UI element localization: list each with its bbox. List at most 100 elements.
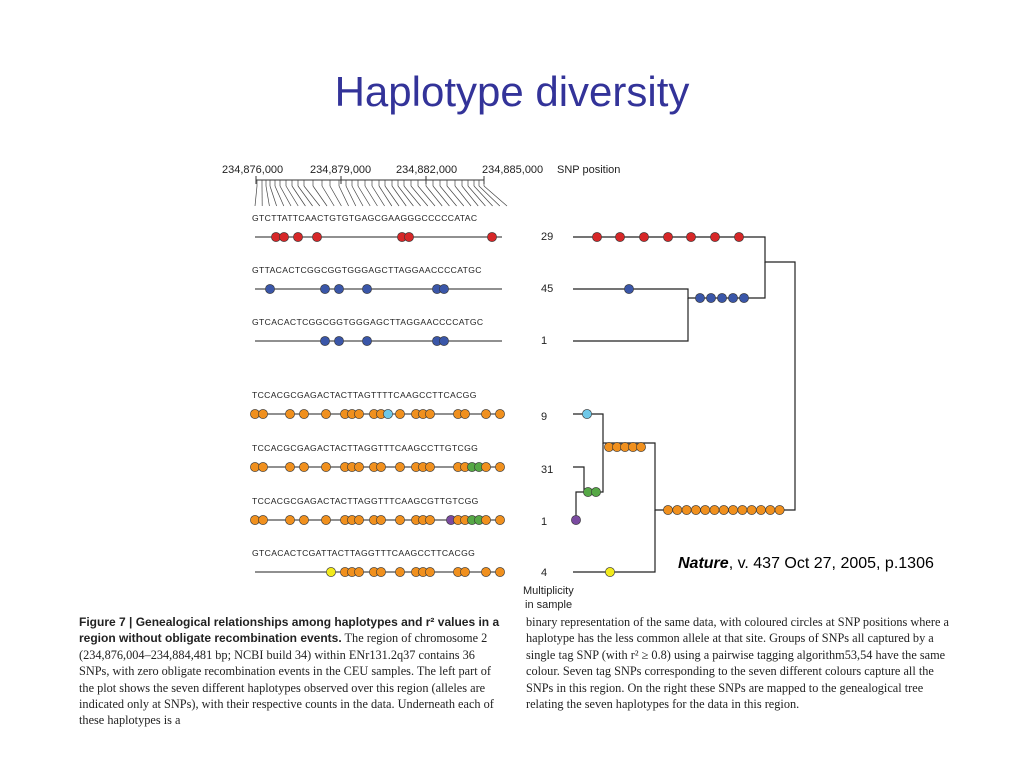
haplotype-counts: 29 45 1 9 31 1 4	[541, 231, 553, 579]
haplotype-sequence: TCCACGCGAGACTACTTAGTTTTCAAGCCTTCACGG	[252, 390, 477, 400]
snp-dot	[320, 336, 330, 346]
snp-map-line	[291, 185, 306, 207]
snp-dot	[425, 567, 435, 577]
tree-dot	[700, 505, 711, 515]
tree-dot	[591, 487, 601, 497]
tree-dot	[718, 505, 729, 515]
tree-dot	[734, 232, 744, 242]
haplotype-sequence: TCCACGCGAGACTACTTAGGTTTCAAGCCTTGTCGG	[252, 443, 478, 453]
count-7: 4	[541, 567, 547, 579]
citation: Nature, v. 437 Oct 27, 2005, p.1306	[678, 555, 934, 573]
snp-dot	[439, 284, 449, 294]
slide-title: Haplotype diversity	[334, 68, 690, 115]
tree-dot	[615, 232, 625, 242]
snp-map-line	[410, 185, 429, 207]
axis-tick-2: 234,879,000	[310, 164, 371, 176]
tree-dot	[728, 505, 738, 515]
snp-dot	[395, 515, 405, 525]
snp-dot	[321, 462, 331, 472]
snp-map-line	[378, 185, 393, 207]
tree-dot	[710, 232, 720, 242]
snp-dot	[495, 515, 505, 525]
snp-dot	[299, 515, 309, 525]
snp-map-line	[279, 185, 292, 207]
snp-dot	[279, 232, 289, 242]
snp-map-line	[351, 185, 364, 207]
snp-dot	[334, 336, 344, 346]
axis-tick-3: 234,882,000	[396, 164, 457, 176]
multiplicity-line-1: Multiplicity	[523, 585, 574, 597]
snp-dot	[395, 462, 405, 472]
snp-map-line	[254, 185, 258, 207]
snp-map-line	[321, 185, 335, 207]
tree-dot	[624, 284, 634, 294]
snp-dot	[258, 462, 268, 472]
snp-map-line	[473, 185, 493, 207]
figure-caption-right: binary representation of the same data, …	[526, 615, 949, 712]
snp-dot	[362, 336, 372, 346]
snp-dot	[425, 409, 435, 419]
snp-map-line	[357, 185, 371, 207]
count-1: 29	[541, 231, 553, 243]
snp-dot	[354, 409, 364, 419]
multiplicity-line-2: in sample	[525, 599, 572, 611]
tree-dot	[756, 505, 766, 515]
snp-map-line	[364, 185, 378, 207]
snp-dot	[383, 409, 393, 419]
snp-map-line	[338, 185, 349, 207]
snp-map-line	[461, 185, 479, 207]
haplotype-sequence: TCCACGCGAGACTACTTAGGTTTCAAGCGTTGTCGG	[252, 496, 479, 506]
snp-dot	[362, 284, 372, 294]
axis-tick-4: 234,885,000	[482, 164, 543, 176]
snp-map-line	[467, 185, 486, 207]
snp-dot	[495, 462, 505, 472]
snp-map-line	[454, 185, 472, 207]
snp-dot	[395, 567, 405, 577]
snp-dot	[481, 462, 491, 472]
snp-map-line	[425, 185, 443, 207]
multiplicity-label: Multiplicity in sample	[523, 585, 574, 611]
haplotype-figure: 234,876,000 234,879,000 234,882,000 234,…	[222, 164, 796, 611]
snp-map-line	[391, 185, 407, 207]
tree-dot	[571, 515, 581, 525]
citation-journal: Nature	[678, 555, 729, 572]
snp-dot	[481, 515, 491, 525]
snp-map-line	[417, 185, 436, 207]
snp-dot	[439, 336, 449, 346]
snp-map-line	[274, 185, 285, 207]
snp-dot	[354, 567, 364, 577]
snp-position-axis	[255, 176, 485, 184]
snp-map-line	[345, 185, 357, 207]
snp-map-line	[371, 185, 385, 207]
tree-dot	[728, 293, 738, 303]
snp-map-line	[439, 185, 457, 207]
snp-dot	[321, 515, 331, 525]
snp-dot	[285, 515, 295, 525]
tree-dot	[746, 505, 757, 515]
snp-map-line	[312, 185, 328, 207]
snp-map-line	[478, 185, 501, 207]
snp-dot	[265, 284, 275, 294]
citation-details: , v. 437 Oct 27, 2005, p.1306	[728, 555, 934, 572]
snp-map-line	[269, 185, 277, 207]
axis-title: SNP position	[557, 164, 620, 176]
snp-map-line	[432, 185, 450, 207]
snp-dot	[425, 462, 435, 472]
axis-tick-1: 234,876,000	[222, 164, 283, 176]
figure-caption-left: Figure 7 | Genealogical relationships am…	[79, 614, 504, 729]
tree-dot	[774, 505, 785, 515]
snp-map-line	[297, 185, 313, 207]
snp-dot	[481, 567, 491, 577]
axis-labels: 234,876,000 234,879,000 234,882,000 234,…	[222, 164, 620, 176]
snp-map-line	[384, 185, 400, 207]
snp-dot	[376, 462, 386, 472]
tree-dot	[765, 505, 776, 515]
snp-dot	[258, 515, 268, 525]
snp-dot	[495, 409, 505, 419]
count-2: 45	[541, 283, 553, 295]
caption-label: Figure 7 | Genealogical relationships am…	[79, 615, 500, 646]
snp-map-line	[285, 185, 299, 207]
snp-dot	[376, 515, 386, 525]
tree-dot	[686, 232, 696, 242]
snp-dot	[495, 567, 505, 577]
